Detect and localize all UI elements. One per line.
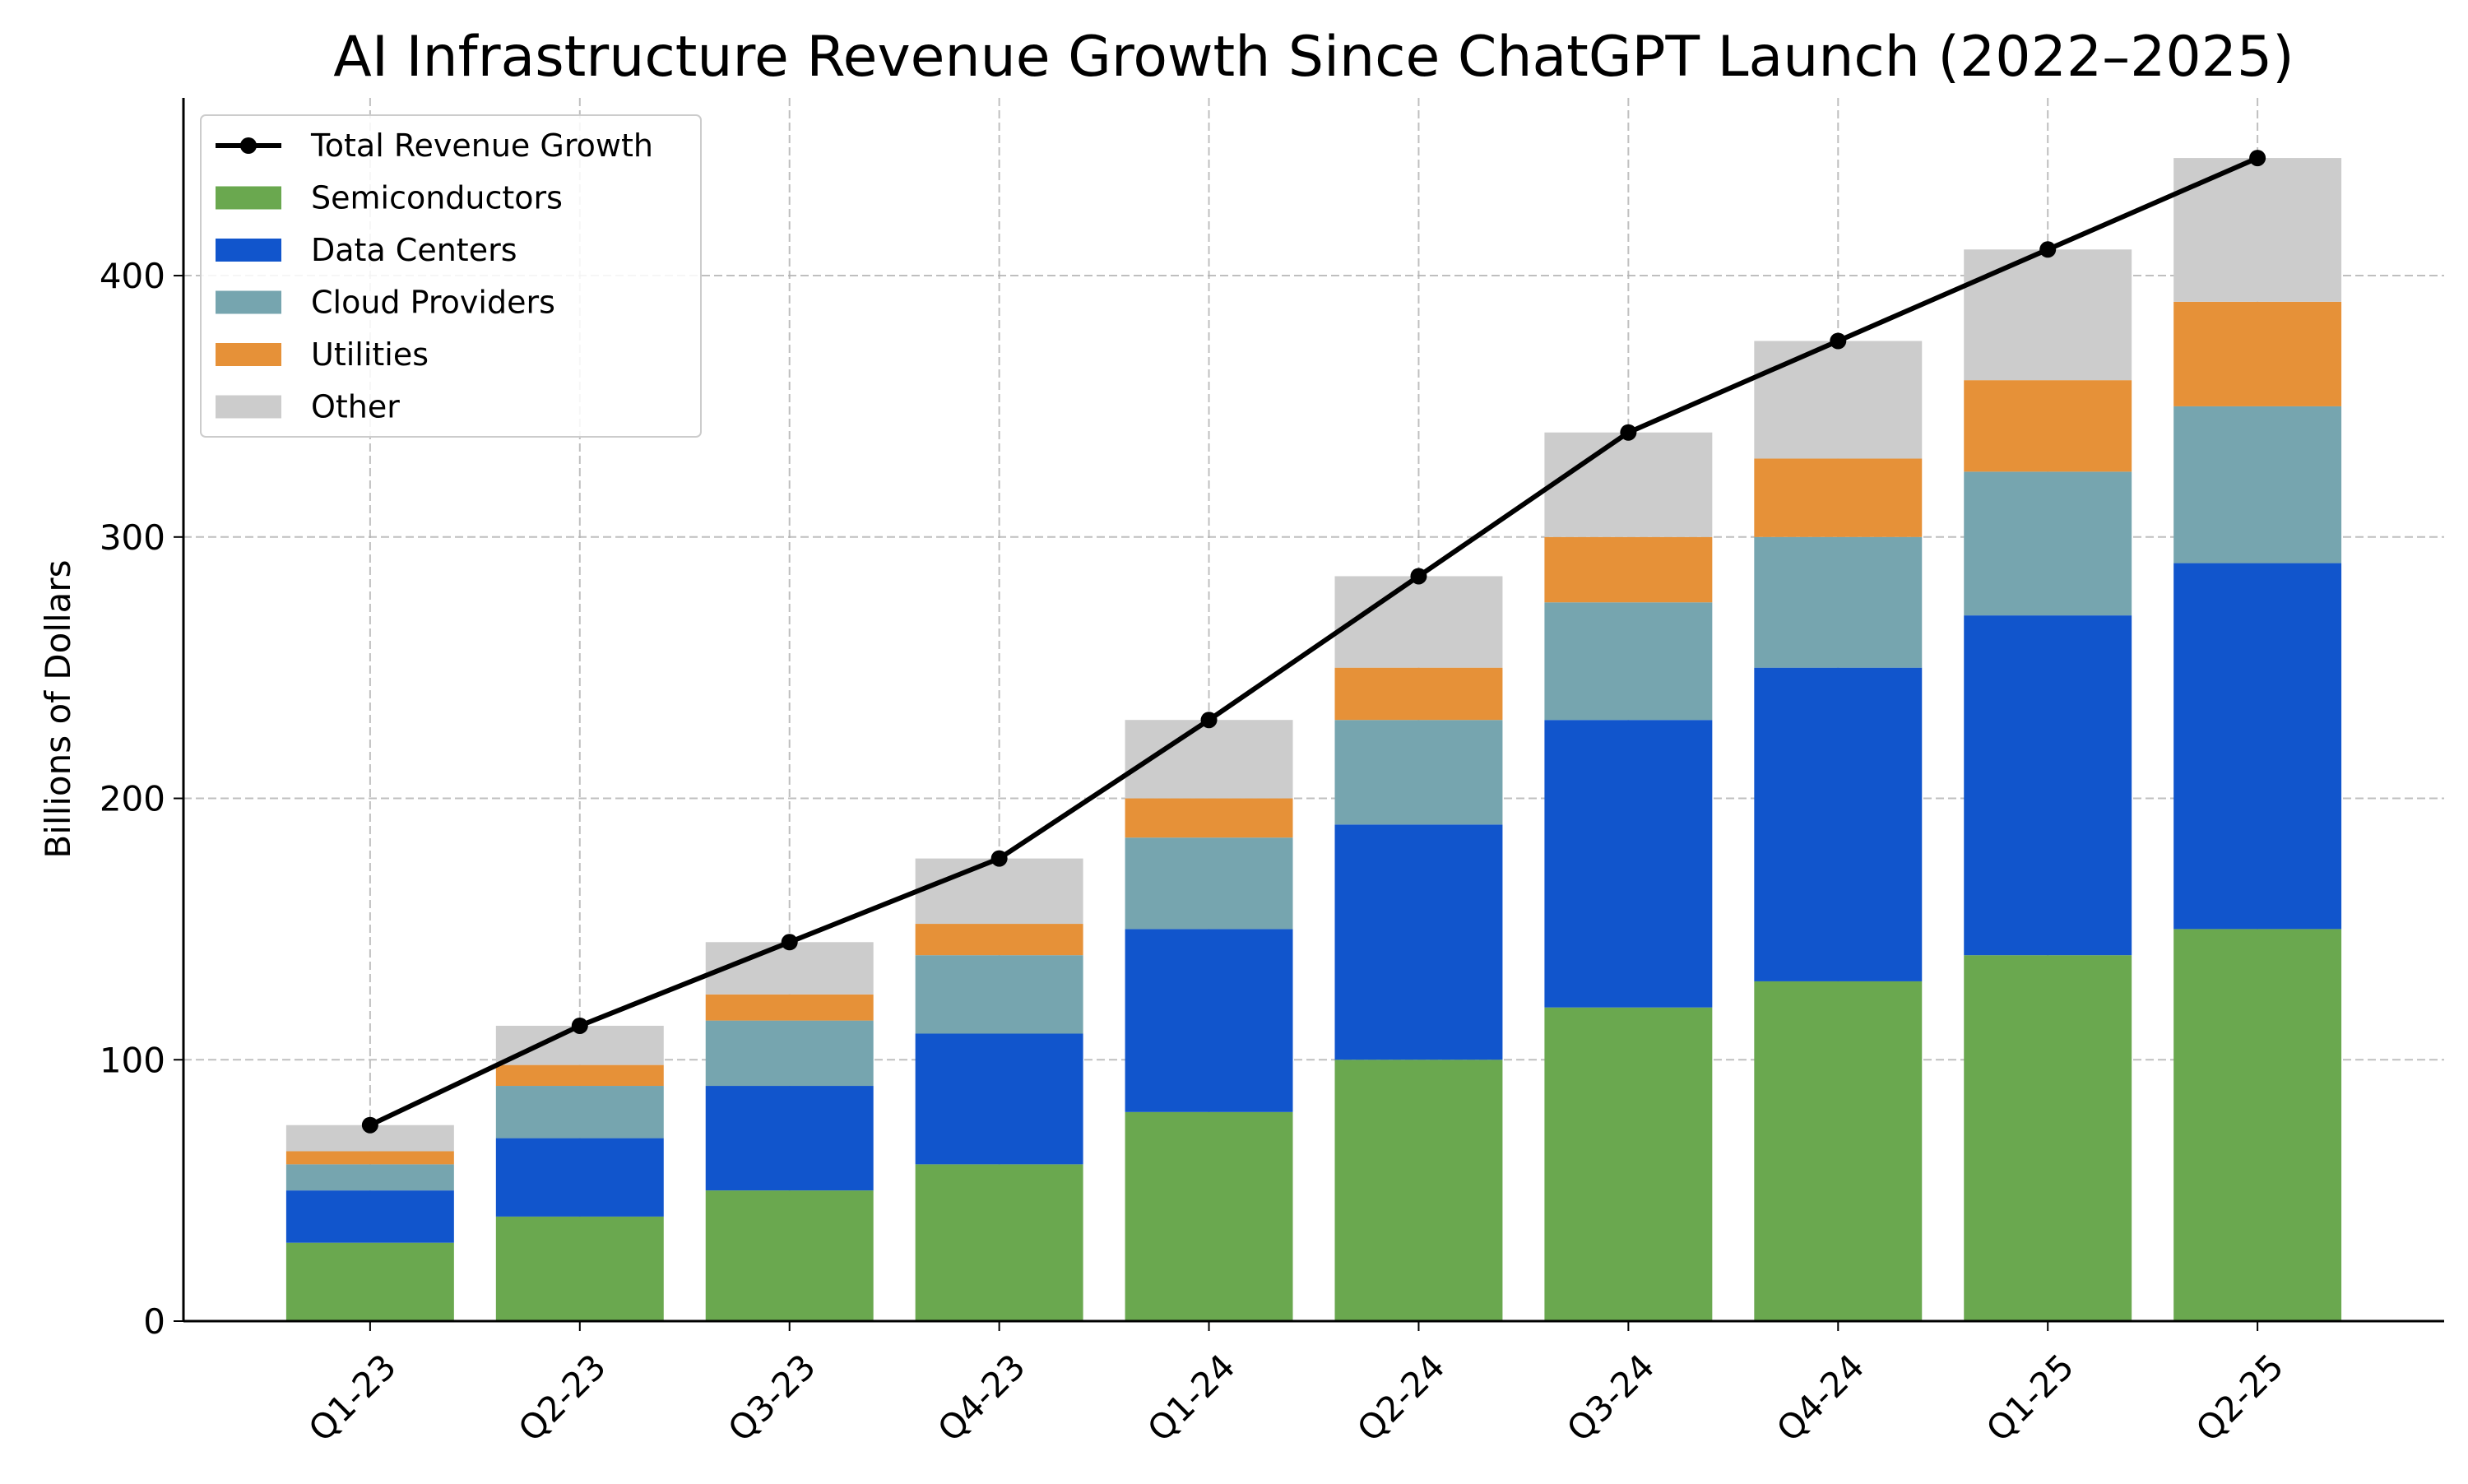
bar-semiconductors (1125, 1111, 1293, 1321)
x-tick-label: Q4-24 (1769, 1346, 1872, 1449)
total-revenue-point (1410, 568, 1427, 585)
y-tick-label: 100 (100, 1040, 165, 1080)
total-revenue-point (2039, 241, 2057, 258)
x-tick-label: Q1-23 (301, 1346, 404, 1449)
bar-utilities (495, 1064, 664, 1087)
legend-box (200, 114, 702, 438)
legend-label: Total Revenue Growth (310, 128, 653, 164)
total-revenue-point (2249, 150, 2266, 167)
y-axis-label: Billions of Dollars (38, 559, 78, 858)
bar-other (2173, 158, 2342, 302)
total-revenue-point (361, 1116, 378, 1134)
legend: Total Revenue Growth Semiconductors Data C… (200, 114, 702, 438)
y-tick-label: 400 (100, 256, 165, 296)
total-revenue-point (990, 850, 1008, 867)
x-tick-label: Q4-23 (930, 1346, 1032, 1449)
bar-cloud-providers (2173, 406, 2342, 563)
bar-semiconductors (705, 1190, 874, 1321)
total-revenue-point (571, 1017, 588, 1034)
legend-line-marker (240, 137, 257, 154)
legend-swatch (216, 186, 281, 210)
bar-semiconductors (1334, 1060, 1503, 1321)
bar-utilities (1125, 798, 1293, 838)
total-revenue-point (1200, 712, 1218, 729)
total-line (361, 150, 2266, 1134)
x-tick-label: Q1-25 (1979, 1346, 2081, 1449)
x-tick-label: Q2-24 (1349, 1346, 1452, 1449)
total-revenue-point (1830, 332, 1847, 350)
bar-cloud-providers (1125, 837, 1293, 930)
x-tick-label: Q2-23 (510, 1346, 613, 1449)
x-tick-label: Q2-25 (2188, 1346, 2291, 1449)
bar-cloud-providers (285, 1164, 454, 1191)
bar-data-centers (915, 1033, 1083, 1165)
legend-label: Cloud Providers (311, 285, 555, 321)
legend-label: Data Centers (311, 232, 517, 268)
bar-data-centers (1754, 667, 1923, 981)
legend-swatch (216, 239, 281, 262)
bar-other (1544, 432, 1713, 537)
bar-other (1754, 341, 1923, 459)
bar-data-centers (1544, 720, 1713, 1008)
bar-semiconductors (495, 1216, 664, 1321)
bar-other (915, 858, 1083, 925)
chart-title: AI Infrastructure Revenue Growth Since C… (333, 25, 2294, 90)
bar-cloud-providers (1334, 720, 1503, 825)
bar-semiconductors (1544, 1007, 1713, 1321)
x-tick-label: Q3-23 (720, 1346, 823, 1449)
legend-label: Semiconductors (311, 180, 563, 216)
bar-data-centers (285, 1190, 454, 1243)
bar-utilities (1334, 667, 1503, 721)
total-revenue-point (781, 934, 798, 951)
bar-cloud-providers (705, 1020, 874, 1087)
bar-data-centers (2173, 563, 2342, 930)
bar-semiconductors (915, 1164, 1083, 1321)
bar-utilities (285, 1151, 454, 1165)
bar-semiconductors (1754, 981, 1923, 1321)
y-tick-label: 0 (143, 1301, 165, 1342)
bar-data-centers (1964, 615, 2132, 956)
y-tick-label: 300 (100, 517, 165, 558)
bar-cloud-providers (1754, 536, 1923, 668)
bars (285, 158, 2342, 1321)
bar-other (1334, 576, 1503, 668)
legend-swatch (216, 343, 281, 366)
bar-other (1964, 249, 2132, 381)
x-tick-label: Q3-24 (1559, 1346, 1662, 1449)
legend-label: Other (311, 389, 400, 425)
bar-utilities (705, 994, 874, 1021)
bar-semiconductors (2173, 929, 2342, 1321)
legend-swatch (216, 395, 281, 419)
bar-utilities (1964, 380, 2132, 472)
y-tick-label: 200 (100, 779, 165, 819)
bar-cloud-providers (1964, 471, 2132, 616)
total-revenue-point (1620, 424, 1637, 441)
bar-data-centers (705, 1086, 874, 1191)
legend-swatch (216, 290, 281, 314)
bar-other (705, 942, 874, 995)
bar-cloud-providers (1544, 602, 1713, 721)
bar-semiconductors (1964, 955, 2132, 1321)
total-revenue-line (369, 155, 2259, 1128)
bar-utilities (1544, 536, 1713, 603)
bar-data-centers (495, 1138, 664, 1217)
bar-cloud-providers (495, 1086, 664, 1139)
bar-data-centers (1334, 824, 1503, 1060)
bar-semiconductors (285, 1242, 454, 1321)
bar-data-centers (1125, 929, 1293, 1112)
x-tick-label: Q1-24 (1139, 1346, 1242, 1449)
bar-cloud-providers (915, 955, 1083, 1034)
bar-utilities (2173, 301, 2342, 406)
bar-utilities (1754, 458, 1923, 537)
bar-utilities (915, 924, 1083, 956)
legend-label: Utilities (311, 336, 429, 373)
